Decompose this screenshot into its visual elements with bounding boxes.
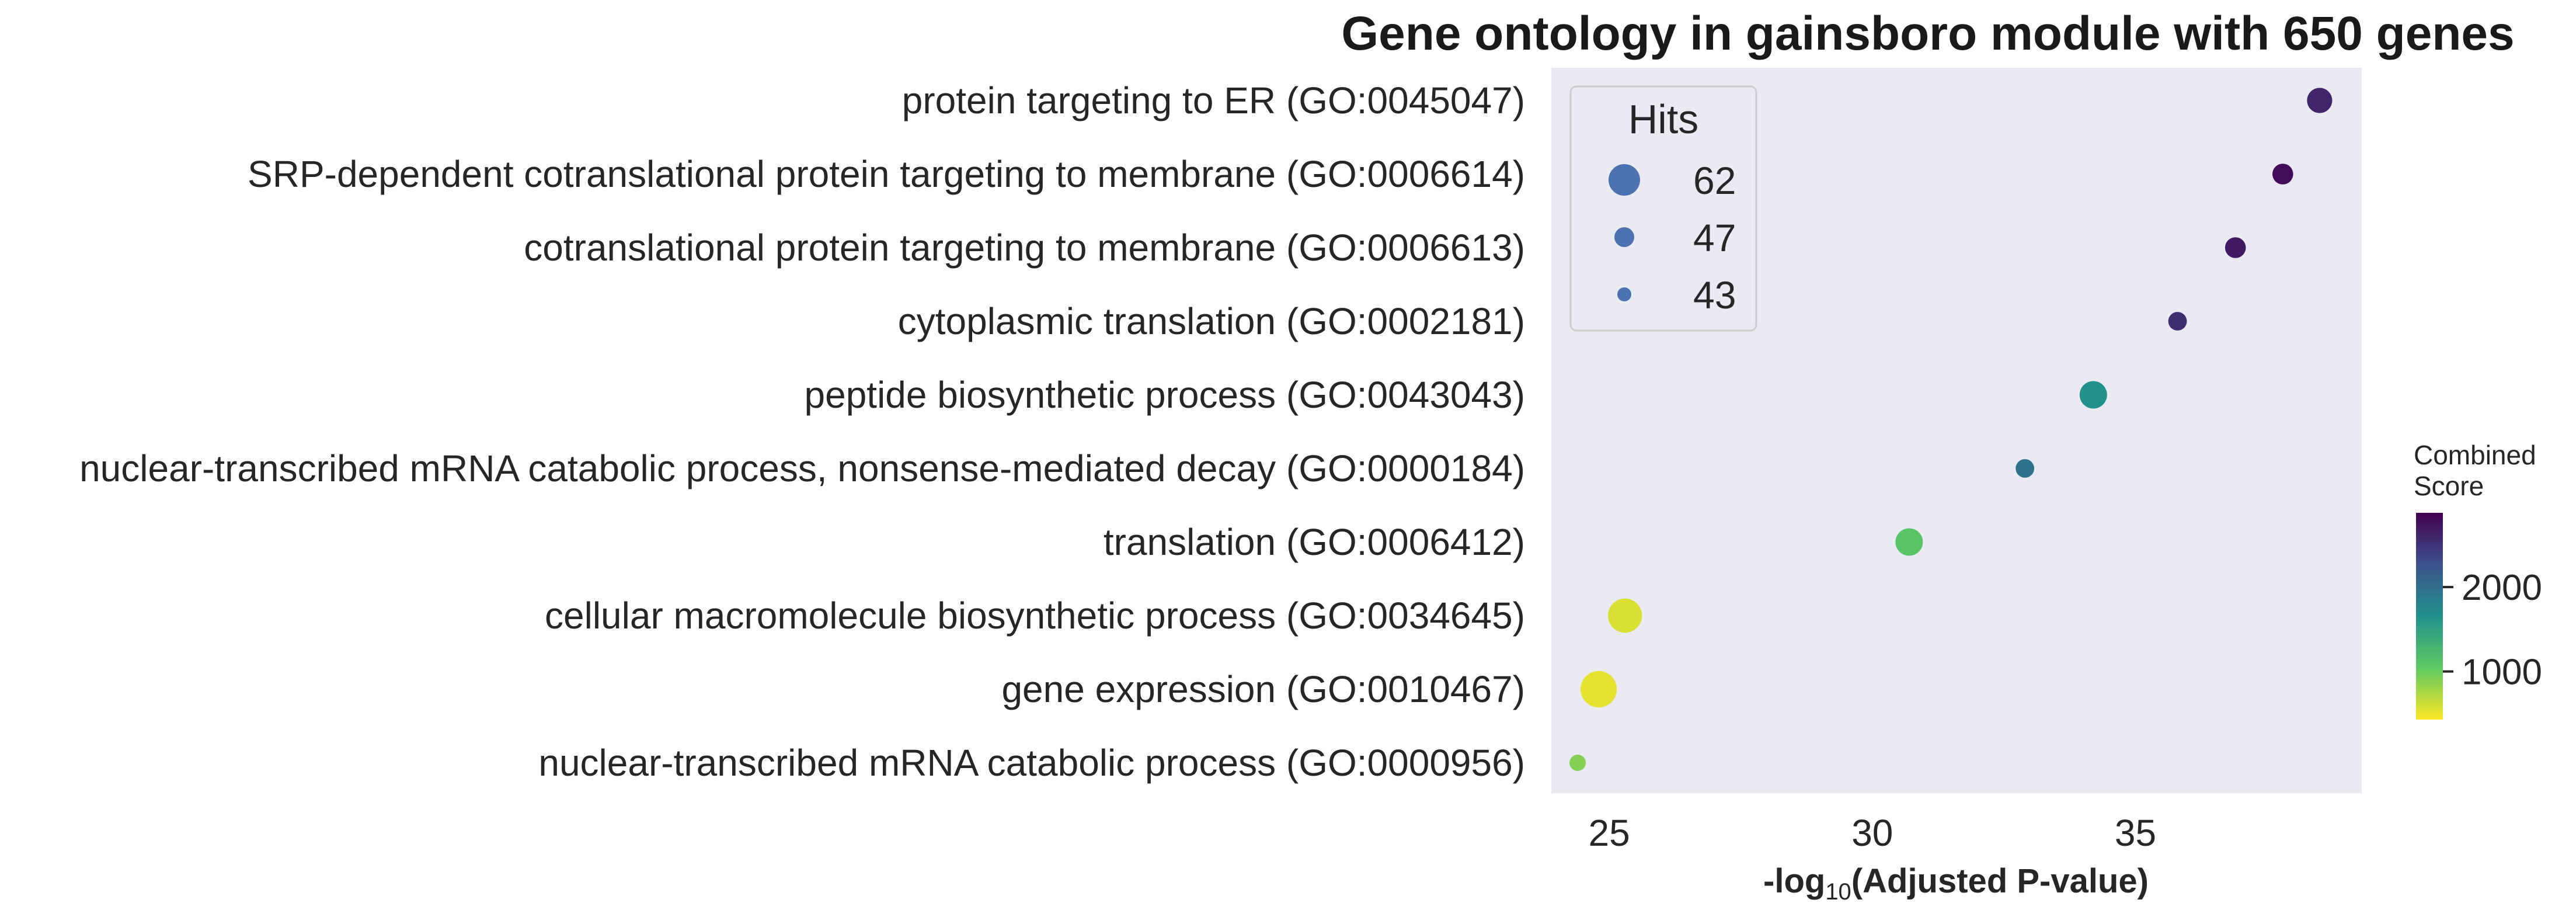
legend: Hits 62 47 43 xyxy=(1569,85,1757,332)
data-point xyxy=(1895,528,1923,556)
y-tick-label: cotranslational protein targeting to mem… xyxy=(524,227,1525,269)
legend-box xyxy=(1569,85,1757,332)
data-point xyxy=(2225,237,2246,258)
data-point xyxy=(1569,755,1586,771)
y-tick-label: SRP-dependent cotranslational protein ta… xyxy=(248,153,1525,195)
y-tick-label: translation (GO:0006412) xyxy=(1103,521,1525,563)
legend-label: 43 xyxy=(1693,273,1736,317)
legend-label: 62 xyxy=(1693,159,1736,202)
colorbar-tick-label: 2000 xyxy=(2462,568,2542,608)
data-point xyxy=(1581,671,1617,708)
y-tick-label: nuclear-transcribed mRNA catabolic proce… xyxy=(538,742,1525,784)
y-tick-label: peptide biosynthetic process (GO:0043043… xyxy=(805,374,1526,416)
legend-marker xyxy=(1617,287,1631,301)
x-tick-label: 25 xyxy=(1589,812,1630,854)
colorbar-title-line1: Combined xyxy=(2414,440,2536,470)
colorbar: Combined Score 1000 2000 xyxy=(2414,440,2542,720)
legend-marker xyxy=(1614,227,1634,247)
y-tick-labels: protein targeting to ER (GO:0045047) SRP-… xyxy=(79,79,1525,784)
colorbar-ticks: 1000 2000 xyxy=(2443,568,2542,693)
data-point xyxy=(2272,164,2293,185)
x-tick-label: 35 xyxy=(2115,812,2156,854)
data-point xyxy=(2015,459,2035,478)
data-point xyxy=(2168,312,2187,331)
data-point xyxy=(2079,381,2107,409)
legend-title: Hits xyxy=(1628,96,1699,142)
colorbar-tick-label: 1000 xyxy=(2462,652,2542,693)
x-tick-label: 30 xyxy=(1851,812,1893,854)
y-tick-label: gene expression (GO:0010467) xyxy=(1001,668,1525,710)
y-tick-label: cytoplasmic translation (GO:0002181) xyxy=(898,300,1525,342)
data-point xyxy=(2307,88,2333,113)
legend-entries: 62 47 43 xyxy=(1609,159,1736,317)
data-point xyxy=(1607,598,1642,633)
y-tick-label: nuclear-transcribed mRNA catabolic proce… xyxy=(79,447,1525,489)
y-tick-label: cellular macromolecule biosynthetic proc… xyxy=(545,595,1525,637)
x-ticks: 25 30 35 xyxy=(1589,812,2156,854)
colorbar-title-line2: Score xyxy=(2414,471,2484,501)
colorbar-gradient xyxy=(2416,513,2443,720)
legend-label: 47 xyxy=(1693,216,1736,259)
legend-marker xyxy=(1609,164,1640,196)
chart-title: Gene ontology in gainsboro module with 6… xyxy=(1341,7,2514,60)
data-points xyxy=(1569,88,2333,771)
y-tick-label: protein targeting to ER (GO:0045047) xyxy=(902,79,1525,121)
x-axis-label: -log10(Adjusted P-value) xyxy=(1763,862,2149,905)
